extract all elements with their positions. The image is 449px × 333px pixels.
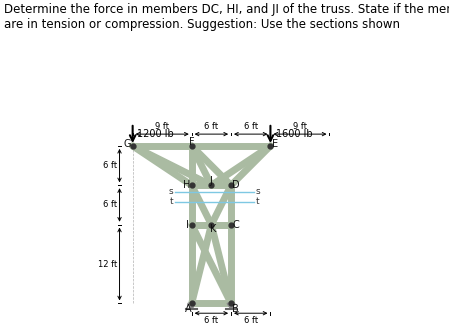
Text: 6 ft: 6 ft [244, 123, 258, 132]
Text: 9 ft: 9 ft [293, 123, 307, 132]
Text: t: t [256, 197, 260, 206]
Text: 6 ft: 6 ft [244, 316, 258, 325]
Text: Determine the force in members DC, HI, and JI of the truss. State if the members: Determine the force in members DC, HI, a… [4, 3, 449, 31]
Text: G: G [123, 139, 131, 149]
Text: I: I [186, 220, 189, 230]
Text: D: D [232, 180, 239, 190]
Text: B: B [232, 304, 238, 314]
Text: 12 ft: 12 ft [98, 259, 118, 268]
Text: A: A [185, 304, 192, 314]
Text: 6 ft: 6 ft [103, 161, 118, 170]
Text: 1600 lb: 1600 lb [276, 130, 313, 140]
Text: K: K [210, 224, 216, 234]
Polygon shape [188, 303, 196, 309]
Polygon shape [227, 303, 235, 309]
Text: 9 ft: 9 ft [155, 123, 169, 132]
Text: t: t [170, 197, 173, 206]
Text: 6 ft: 6 ft [103, 200, 118, 209]
Text: J: J [210, 176, 213, 186]
Text: 1200 lb: 1200 lb [136, 130, 173, 140]
Text: s: s [169, 187, 173, 196]
Text: 6 ft: 6 ft [204, 316, 219, 325]
Text: s: s [256, 187, 260, 196]
Text: C: C [232, 220, 239, 230]
Text: H: H [184, 180, 191, 190]
Text: F: F [189, 137, 194, 147]
Text: E: E [272, 139, 278, 149]
Text: 6 ft: 6 ft [204, 123, 219, 132]
